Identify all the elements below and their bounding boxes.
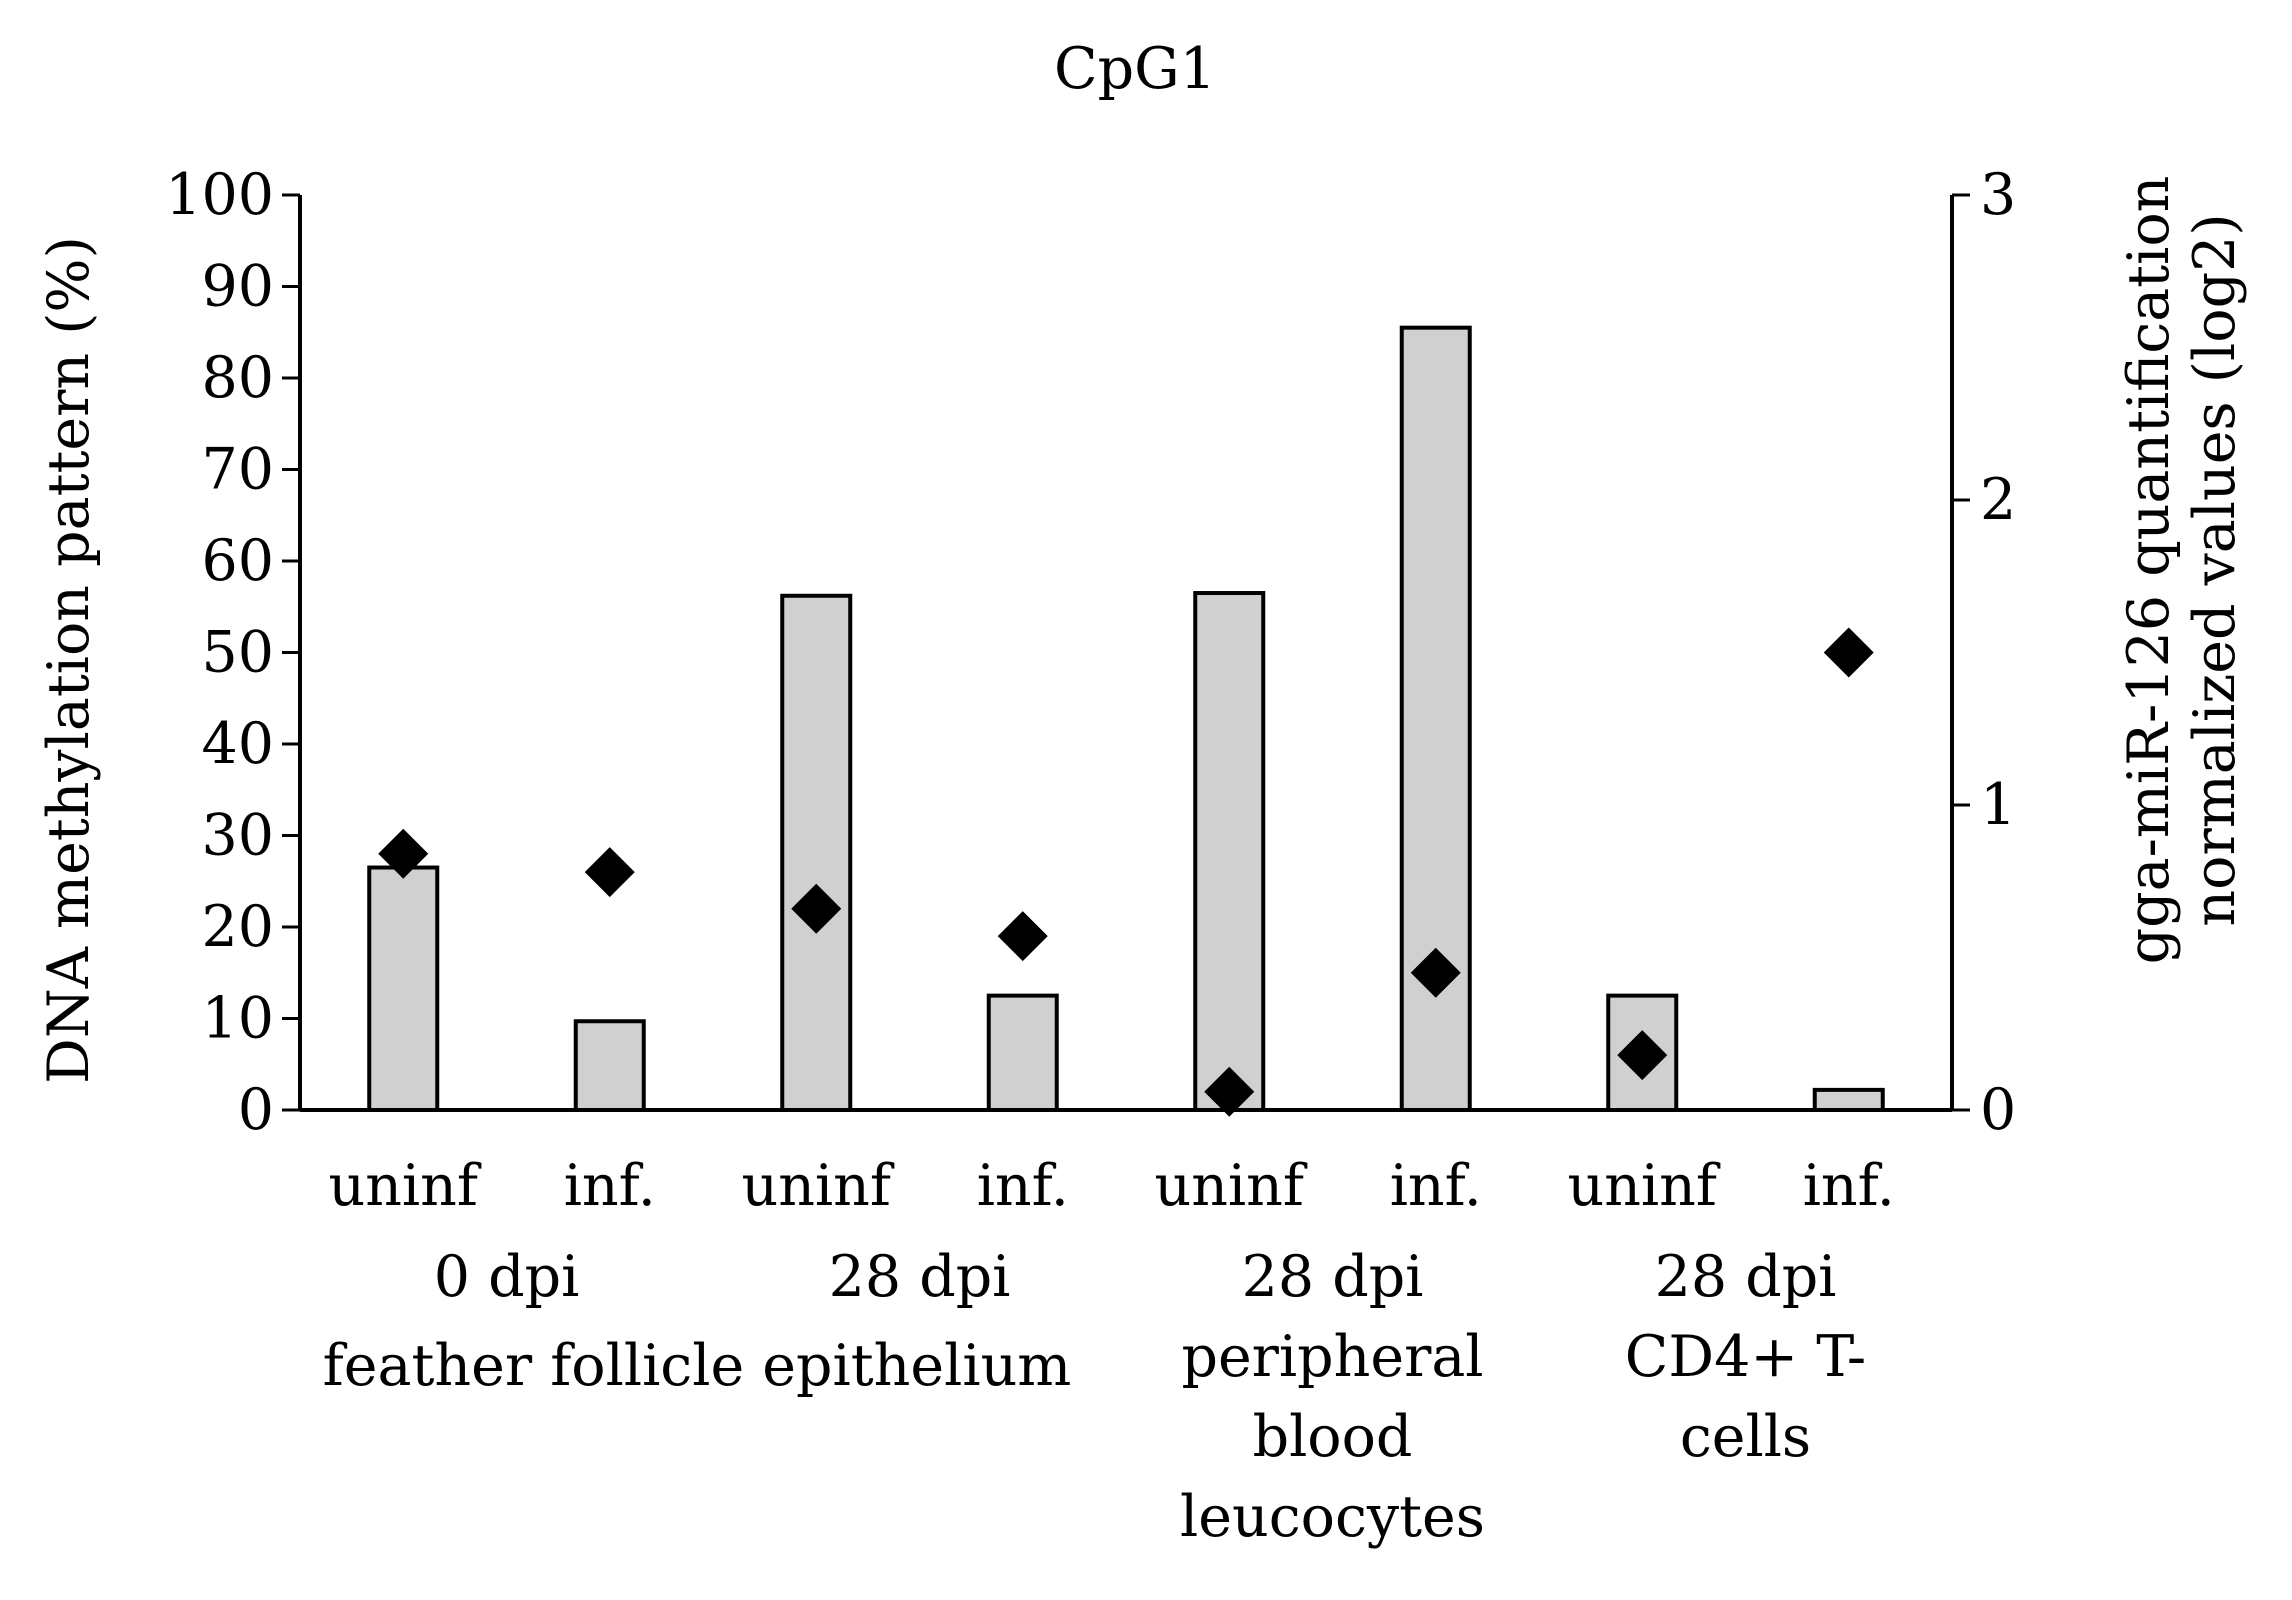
mirna-marker — [1204, 1066, 1255, 1117]
left-axis-title: DNA methylation pattern (%) — [36, 236, 102, 1084]
group-label-line: 0 dpi — [434, 1244, 580, 1310]
category-labels: uninf inf. uninf inf. uninf inf. uninf inf. — [329, 1153, 1895, 1219]
marker-series — [378, 627, 1874, 1117]
category-label: inf. — [564, 1153, 656, 1219]
mirna-marker — [584, 847, 635, 898]
category-label: uninf — [742, 1153, 895, 1219]
left-tick-label: 40 — [201, 711, 274, 777]
right-tick-label: 1 — [1980, 772, 2016, 838]
y2-axis-label-line-2: normalized values (log2) — [2182, 213, 2248, 926]
mirna-marker — [997, 911, 1048, 962]
category-label: uninf — [1155, 1153, 1308, 1219]
left-tick-label: 10 — [201, 986, 274, 1052]
category-label: uninf — [1568, 1153, 1721, 1219]
category-label: inf. — [1803, 1153, 1895, 1219]
category-label: inf. — [977, 1153, 1069, 1219]
methylation-bar — [367, 865, 440, 1113]
group-label-line: cells — [1680, 1404, 1811, 1470]
right-tick-label: 2 — [1980, 467, 2016, 533]
y2-axis-label-line-1: gga-miR-126 quantification — [2116, 176, 2182, 965]
right-tick-label: 3 — [1980, 162, 2016, 228]
group-label-line: peripheral — [1181, 1324, 1483, 1390]
left-tick-label: 20 — [201, 894, 274, 960]
bar-series — [367, 325, 1885, 1113]
chart-title: CpG1 — [1054, 36, 1216, 102]
left-tick-label: 0 — [238, 1077, 274, 1143]
mirna-marker — [1410, 947, 1461, 998]
methylation-bar — [1812, 1087, 1885, 1112]
methylation-bar — [986, 993, 1059, 1112]
group-label-line: CD4+ T- — [1625, 1324, 1866, 1390]
methylation-bar — [780, 593, 853, 1112]
group-label-line: 28 dpi — [1242, 1244, 1424, 1310]
left-axis-ticks: 0 10 20 30 40 50 60 70 80 90 100 — [165, 162, 300, 1143]
right-axis-ticks: 0 1 2 3 — [1952, 162, 2016, 1143]
left-tick-label: 70 — [201, 437, 274, 503]
group-label-line: 28 dpi — [1655, 1244, 1837, 1310]
y-axis-label: DNA methylation pattern (%) — [36, 236, 102, 1084]
category-label: uninf — [329, 1153, 482, 1219]
left-tick-label: 60 — [201, 528, 274, 594]
right-tick-label: 0 — [1980, 1077, 2016, 1143]
category-label: inf. — [1390, 1153, 1482, 1219]
group-label-line: leucocytes — [1180, 1484, 1485, 1550]
left-tick-label: 50 — [201, 620, 274, 686]
methylation-bar — [1193, 591, 1266, 1112]
methylation-bar — [573, 1019, 646, 1112]
mirna-marker — [1823, 627, 1874, 678]
left-tick-label: 30 — [201, 803, 274, 869]
right-axis-title: gga-miR-126 quantification normalized va… — [2116, 176, 2248, 965]
left-tick-label: 80 — [201, 345, 274, 411]
mirna-marker — [1617, 1030, 1668, 1081]
group-label-line: 28 dpi — [829, 1244, 1011, 1310]
mirna-marker — [791, 883, 842, 934]
feather-label: feather follicle epithelium — [323, 1333, 1072, 1399]
left-tick-label: 100 — [165, 162, 274, 228]
group-labels: 0 dpi 28 dpi 28 dpi peripheral blood leucocyt… — [434, 1244, 1866, 1550]
group-label-line: blood — [1253, 1404, 1413, 1470]
left-tick-label: 90 — [201, 254, 274, 320]
mirna-marker — [378, 828, 429, 879]
